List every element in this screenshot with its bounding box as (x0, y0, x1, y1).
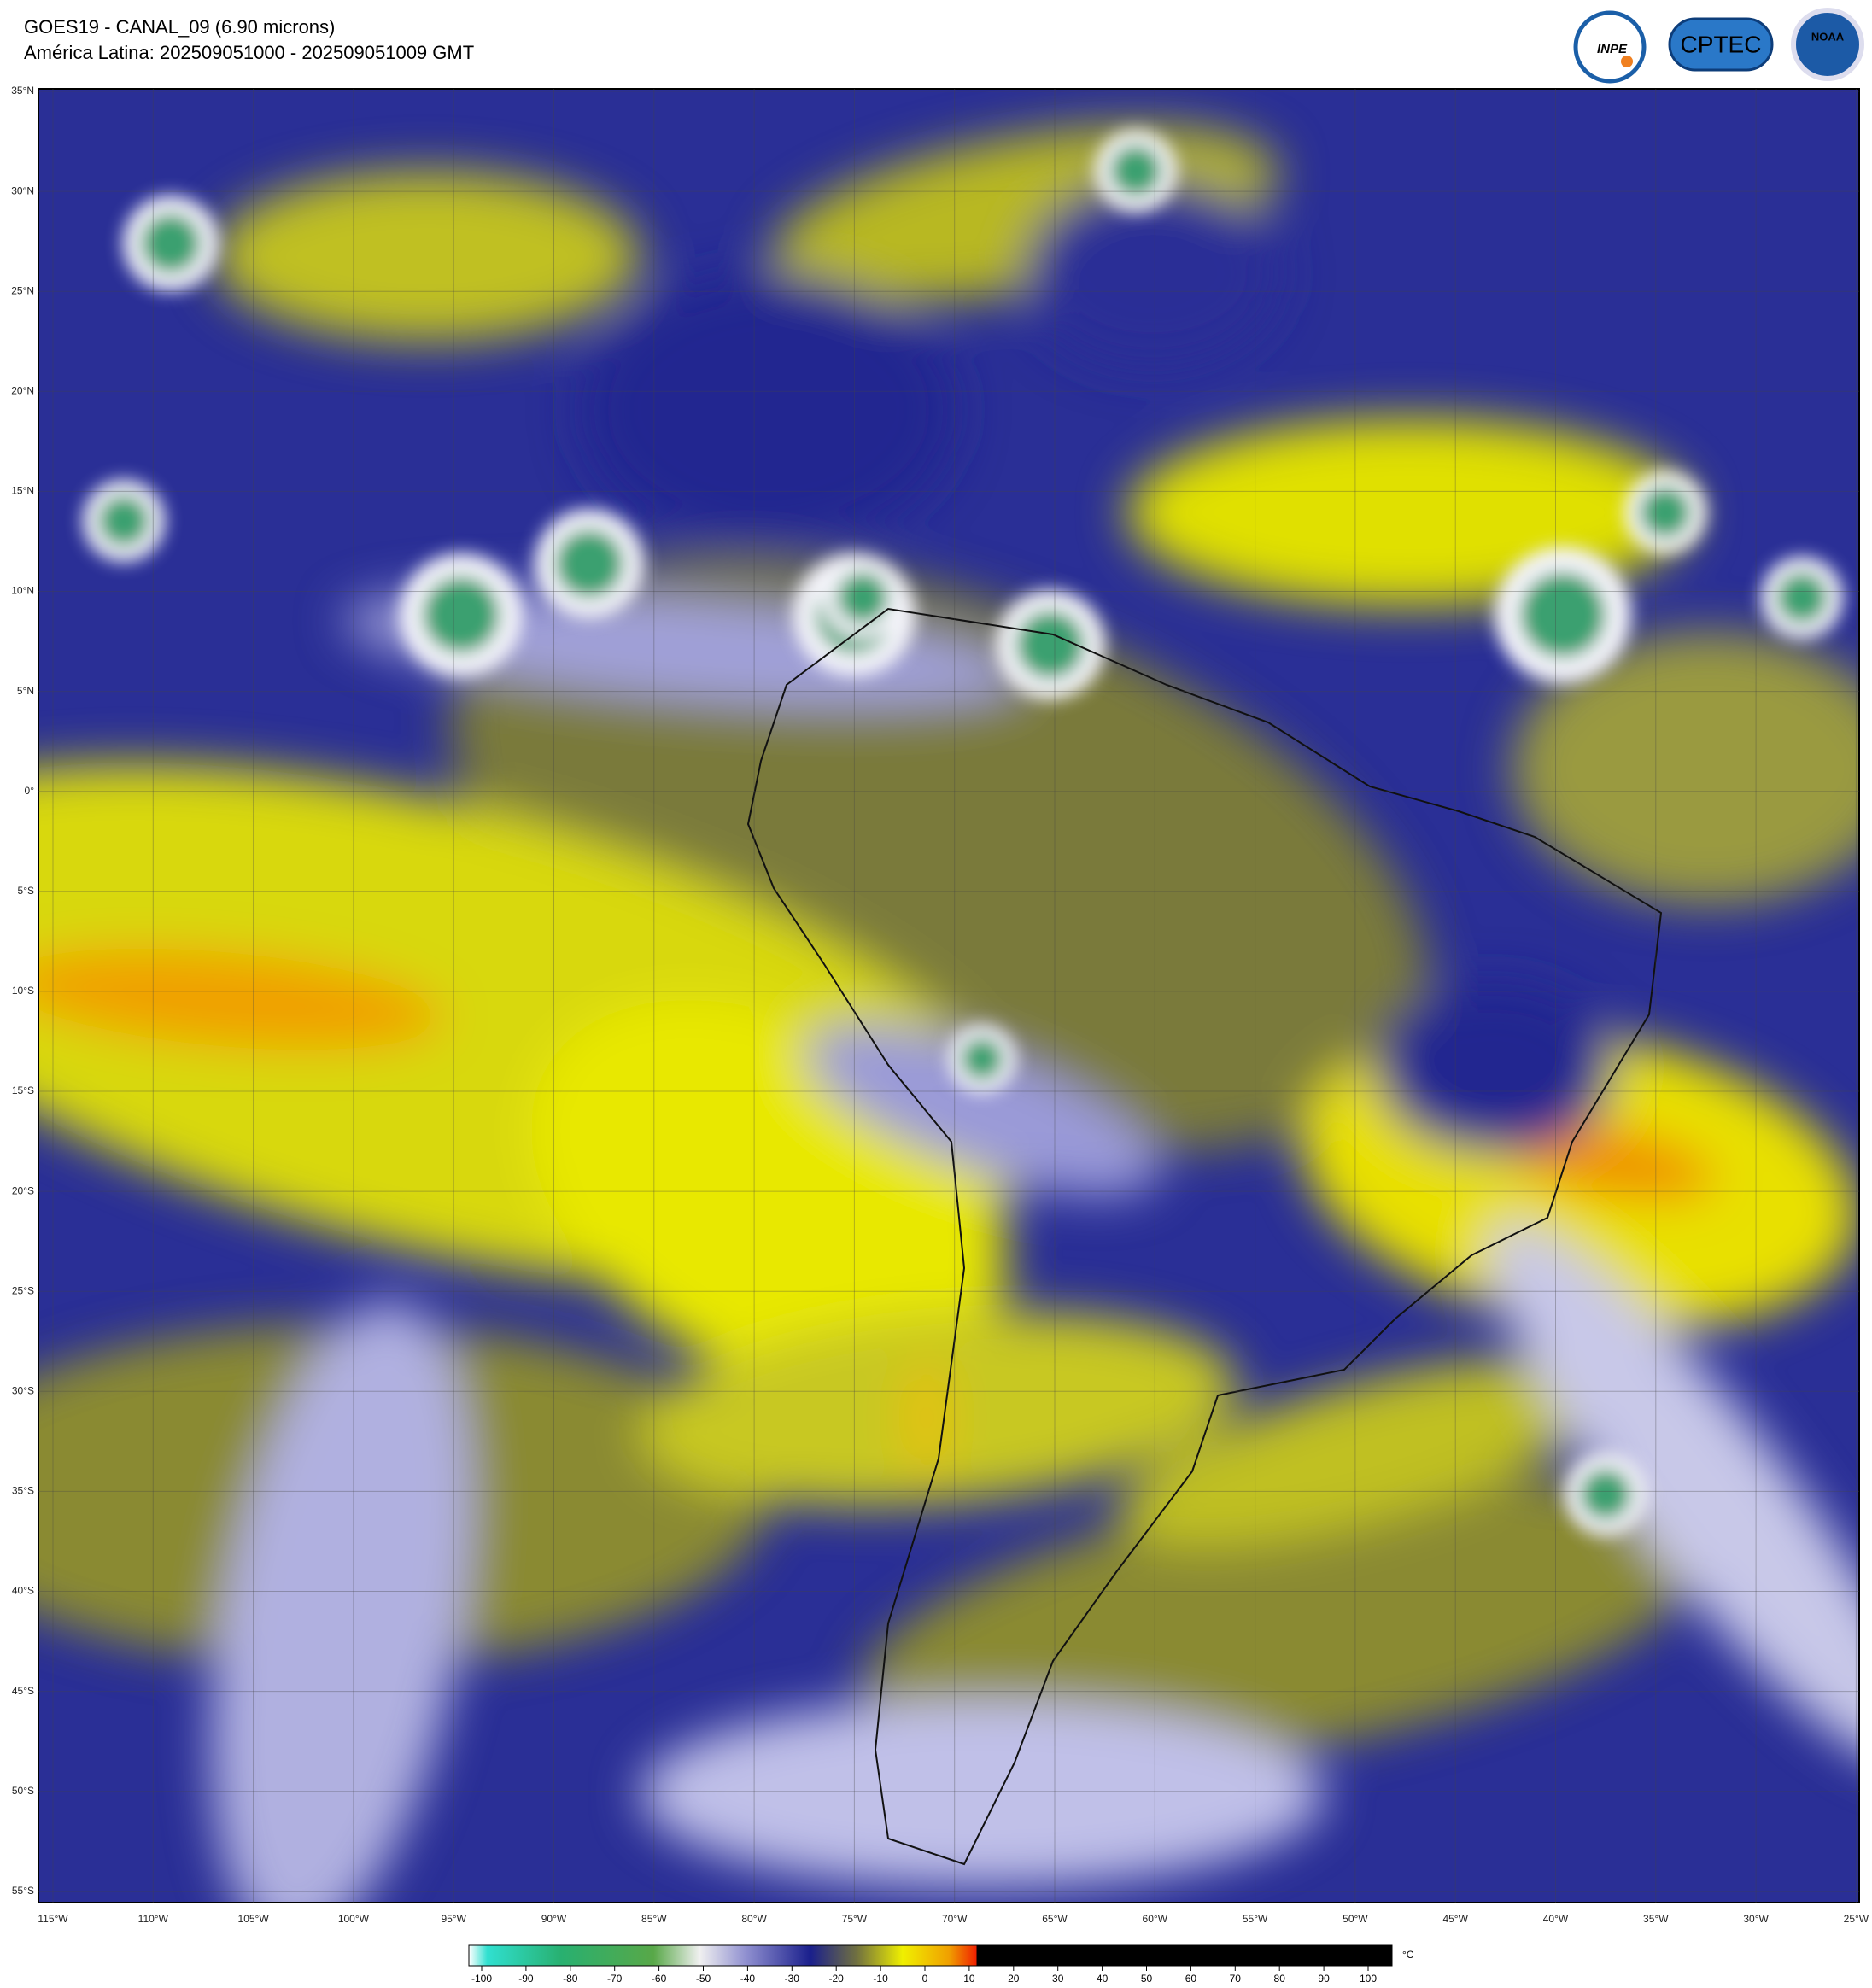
lat-label: 15°S (12, 1085, 34, 1096)
lon-label: 105°W (238, 1913, 270, 1925)
storm-core (1640, 487, 1691, 538)
storm-core (1580, 1469, 1631, 1520)
colorbar-label: 90 (1318, 1973, 1330, 1985)
subtitle: América Latina: 202509051000 - 202509051… (24, 42, 474, 63)
lat-label: 35°N (11, 85, 34, 96)
colorbar-label: -20 (829, 1973, 845, 1985)
lon-label: 55°W (1243, 1913, 1268, 1925)
logo-cptec: CPTEC (1681, 31, 1762, 57)
lat-label: 45°S (12, 1685, 34, 1697)
cloud (581, 273, 956, 547)
lat-label: 5°N (17, 685, 34, 697)
map-frame (38, 88, 1860, 1903)
colorbar-label: -60 (652, 1973, 667, 1985)
lon-label: 75°W (842, 1913, 868, 1925)
lat-label: 55°S (12, 1885, 34, 1897)
lon-label: 65°W (1042, 1913, 1068, 1925)
lat-label: 50°S (12, 1785, 34, 1797)
logo-inpe: INPE (1597, 42, 1628, 56)
lon-label: 45°W (1442, 1913, 1468, 1925)
lon-label: 80°W (741, 1913, 767, 1925)
cloud (38, 948, 444, 1050)
colorbar-label: 30 (1052, 1973, 1064, 1985)
cloud (1512, 632, 1859, 905)
lat-label: 0° (25, 785, 35, 797)
convection (83, 130, 1843, 1535)
cloud (1025, 179, 1281, 367)
lon-label: 70°W (942, 1913, 968, 1925)
lat-label: 5°S (18, 885, 34, 897)
lon-label: 50°W (1343, 1913, 1368, 1925)
lat-label: 30°S (12, 1384, 34, 1396)
lon-label: 25°W (1844, 1913, 1869, 1925)
colorbar-label: -90 (518, 1973, 534, 1985)
lat-label: 35°S (12, 1485, 34, 1497)
lat-label: 15°N (11, 485, 34, 497)
lon-label: 95°W (441, 1913, 466, 1925)
colorbar-label: -10 (873, 1973, 888, 1985)
lon-label: 35°W (1643, 1913, 1669, 1925)
lon-label: 110°W (138, 1913, 169, 1925)
colorbar-label: 20 (1008, 1973, 1020, 1985)
lon-label: 90°W (541, 1913, 567, 1925)
lon-label: 40°W (1543, 1913, 1569, 1925)
storm-core (961, 1038, 1003, 1080)
lon-label: 100°W (338, 1913, 370, 1925)
lat-label: 10°N (11, 585, 34, 597)
lat-label: 25°N (11, 284, 34, 296)
lat-label: 20°S (12, 1184, 34, 1196)
colorbar-label: -50 (696, 1973, 711, 1985)
colorbar-label: 0 (922, 1973, 928, 1985)
storm-core (141, 213, 201, 273)
colorbar-label: -70 (607, 1973, 623, 1985)
colorbar-label: 10 (963, 1973, 975, 1985)
colorbar-label: 60 (1185, 1973, 1197, 1985)
title: GOES19 - CANAL_09 (6.90 microns) (24, 16, 335, 38)
lon-label: 60°W (1143, 1913, 1168, 1925)
colorbar-label: -100 (471, 1973, 492, 1985)
lat-label: 25°S (12, 1284, 34, 1296)
cloud (214, 171, 641, 342)
colorbar-label: 40 (1097, 1973, 1109, 1985)
colorbar-label: -30 (785, 1973, 800, 1985)
storm-core (1776, 572, 1828, 623)
cloud (641, 1699, 1324, 1887)
colorbar-label: -80 (563, 1973, 578, 1985)
logos: INPE CPTEC NOAA (1573, 8, 1864, 84)
cloud-field (38, 126, 1859, 1903)
lon-label: 85°W (641, 1913, 667, 1925)
cloud (905, 1358, 948, 1477)
storm-core (423, 576, 500, 653)
satellite-image (38, 89, 1859, 1903)
cloud (211, 1301, 472, 1903)
cloud (1375, 982, 1614, 1153)
cloud (804, 1025, 1161, 1196)
colorbar-label: 50 (1141, 1973, 1153, 1985)
colorbar (468, 1944, 1393, 1967)
storm-core (98, 495, 149, 547)
colorbar-label: 70 (1230, 1973, 1242, 1985)
colorbar-label: 80 (1274, 1973, 1286, 1985)
lat-label: 10°S (12, 985, 34, 997)
storm-core (1016, 611, 1085, 679)
lon-label: 115°W (38, 1913, 68, 1925)
colorbar-label: -40 (740, 1973, 756, 1985)
cloud (1489, 1220, 1859, 1769)
lat-label: 40°S (12, 1585, 34, 1597)
colorbar-label: 100 (1360, 1973, 1377, 1985)
storm-core (1110, 145, 1161, 196)
coastline (746, 607, 1663, 1866)
lon-label: 30°W (1743, 1913, 1769, 1925)
colorbar-unit: °C (1402, 1949, 1414, 1961)
storm-core (837, 572, 888, 623)
logo-noaa: NOAA (1811, 30, 1845, 43)
cloud (859, 1476, 1703, 1769)
storm-core (1520, 572, 1606, 658)
cloud (1118, 1358, 1615, 1546)
lat-label: 30°N (11, 184, 34, 196)
storm-core (555, 529, 623, 598)
lat-label: 20°N (11, 384, 34, 396)
